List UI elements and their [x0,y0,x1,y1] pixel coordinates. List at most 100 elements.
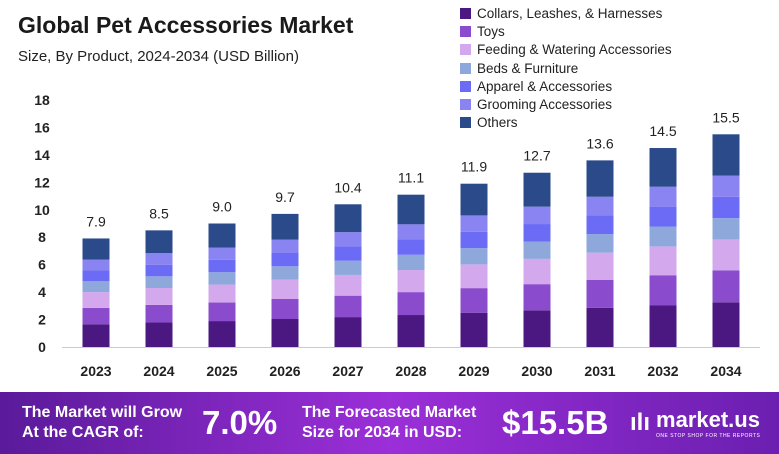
bar-segment-apparel-accessories-2025 [208,259,236,273]
bar-segment-beds-furniture-2024 [145,276,173,288]
x-tick-label: 2034 [710,363,741,379]
bar-segment-beds-furniture-2025 [208,272,236,285]
bar-segment-apparel-accessories-2023 [82,270,110,282]
bar-segment-apparel-accessories-2031 [586,215,614,235]
bar-segment-grooming-accessories-2024 [145,253,173,265]
bar-segment-feeding-watering-accessories-2031 [586,252,614,280]
x-tick-label: 2023 [80,363,111,379]
legend-item: Beds & Furniture [460,59,672,77]
bar-segment-beds-furniture-2027 [334,260,362,275]
bar-segment-grooming-accessories-2031 [586,196,614,216]
bar-segment-apparel-accessories-2024 [145,264,173,277]
bar-segment-toys-2025 [208,302,236,322]
total-label: 9.7 [275,189,295,205]
total-label: 14.5 [649,123,676,139]
bar-segment-collars-leashes-harnesses-2027 [334,317,362,347]
bar-segment-apparel-accessories-2029 [460,231,488,249]
bar-segment-toys-2031 [586,279,614,308]
bar-segment-collars-leashes-harnesses-2031 [586,307,614,347]
bar-segment-apparel-accessories-2028 [397,239,425,255]
x-tick-label: 2026 [269,363,300,379]
total-label: 12.7 [523,148,550,164]
bar-segment-toys-2030 [523,284,551,311]
bar-segment-beds-furniture-2030 [523,241,551,259]
bar-segment-feeding-watering-accessories-2024 [145,287,173,305]
legend-item: Others [460,114,672,132]
total-label: 8.5 [149,205,169,221]
legend-label: Others [477,115,518,131]
summary-banner: The Market will Grow At the CAGR of: 7.0… [0,392,779,454]
bar-segment-toys-2034 [712,270,740,303]
y-tick-label: 12 [34,174,50,190]
bar-segment-grooming-accessories-2026 [271,239,299,254]
forecast-text-2: Size for 2034 in USD: [302,424,463,441]
bar-segment-feeding-watering-accessories-2023 [82,292,110,308]
bar-segment-collars-leashes-harnesses-2026 [271,319,299,347]
bar-segment-feeding-watering-accessories-2030 [523,258,551,285]
bar-segment-apparel-accessories-2030 [523,224,551,242]
bar-segment-toys-2028 [397,292,425,316]
legend: Collars, Leashes, & Harnesses Toys Feeding… [460,4,672,132]
bar-segment-toys-2032 [649,275,677,306]
legend-swatch [460,25,471,37]
total-label: 10.4 [334,179,361,195]
legend-item: Collars, Leashes, & Harnesses [460,4,672,22]
legend-label: Grooming Accessories [477,97,613,113]
bar-segment-others-2025 [208,223,236,248]
bar-segment-grooming-accessories-2028 [397,224,425,240]
y-tick-label: 4 [38,284,46,300]
bar-segment-collars-leashes-harnesses-2025 [208,321,236,347]
cagr-text-1: The Market will Grow [22,404,183,421]
x-tick-label: 2031 [584,363,615,379]
bar-segment-collars-leashes-harnesses-2030 [523,310,551,347]
bar-segment-toys-2023 [82,307,110,325]
bar-segment-grooming-accessories-2034 [712,175,740,197]
total-label: 9.0 [212,199,232,215]
bar-segment-beds-furniture-2023 [82,281,110,293]
bar-segment-feeding-watering-accessories-2028 [397,270,425,293]
cagr-value: 7.0% [202,404,278,441]
legend-swatch [460,62,471,74]
y-tick-label: 2 [38,312,46,328]
y-tick-label: 16 [34,119,50,135]
bar-segment-beds-furniture-2032 [649,226,677,247]
bar-segment-beds-furniture-2028 [397,254,425,271]
bar-segment-others-2026 [271,213,299,240]
bar-segment-grooming-accessories-2029 [460,215,488,232]
x-tick-label: 2032 [647,363,678,379]
x-tick-label: 2024 [143,363,174,379]
bar-segment-collars-leashes-harnesses-2028 [397,315,425,347]
y-tick-label: 8 [38,229,46,245]
bar-segment-collars-leashes-harnesses-2023 [82,324,110,347]
bar-segment-others-2032 [649,148,677,187]
bar-segment-others-2028 [397,194,425,225]
forecast-text-1: The Forecasted Market [302,404,477,421]
bar-segment-feeding-watering-accessories-2034 [712,239,740,271]
y-tick-label: 18 [34,92,50,108]
x-tick-label: 2030 [521,363,552,379]
bar-segment-others-2029 [460,183,488,216]
total-label: 11.1 [398,170,424,186]
legend-swatch [460,99,471,111]
bar-segment-collars-leashes-harnesses-2024 [145,322,173,347]
bar-segment-toys-2026 [271,298,299,320]
bar-segment-apparel-accessories-2032 [649,206,677,227]
chart-title: Global Pet Accessories Market [18,12,354,38]
bar-segment-toys-2027 [334,295,362,318]
total-label: 13.6 [586,135,613,151]
bar-segment-apparel-accessories-2027 [334,246,362,261]
bar-segment-beds-furniture-2034 [712,218,740,240]
bar-segment-toys-2029 [460,288,488,313]
bar-segment-others-2030 [523,172,551,207]
legend-label: Apparel & Accessories [477,78,613,94]
x-tick-label: 2027 [332,363,363,379]
y-tick-label: 14 [34,147,50,163]
bar-segment-beds-furniture-2031 [586,234,614,253]
bar-segment-apparel-accessories-2034 [712,196,740,219]
bar-segment-feeding-watering-accessories-2032 [649,246,677,276]
bar-segment-toys-2024 [145,304,173,323]
bar-segment-feeding-watering-accessories-2025 [208,284,236,303]
bar-segment-beds-furniture-2029 [460,248,488,265]
bar-segment-beds-furniture-2026 [271,266,299,280]
bar-segment-others-2023 [82,238,110,260]
